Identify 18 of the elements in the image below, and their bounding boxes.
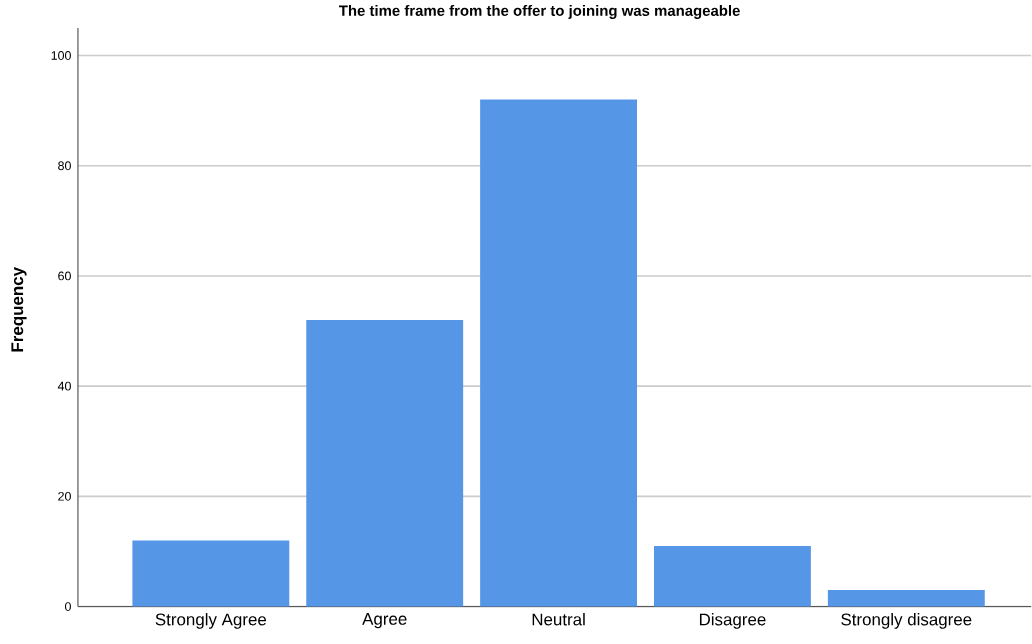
y-tick-label: 60	[58, 271, 71, 281]
x-tick-label: Strongly Agree	[155, 613, 267, 630]
x-tick-label: Agree	[362, 613, 407, 629]
y-tick-label: 0	[64, 602, 71, 612]
y-tick-label: 100	[51, 51, 71, 61]
bar	[306, 320, 464, 607]
x-tick-label: Strongly disagree	[841, 613, 972, 630]
bar	[654, 546, 811, 607]
bar	[132, 540, 290, 607]
chart-title: The time frame from the offer to joining was manageable	[338, 5, 740, 20]
bar	[480, 99, 638, 607]
bar	[827, 590, 985, 607]
y-tick-label: 20	[58, 492, 71, 501]
x-tick-label: Disagree	[699, 613, 766, 630]
x-tick-label: Neutral	[532, 613, 585, 626]
y-tick-label: 40	[57, 381, 71, 391]
y-axis-title: Frequency	[11, 267, 27, 352]
y-tick-label: 80	[58, 161, 71, 171]
